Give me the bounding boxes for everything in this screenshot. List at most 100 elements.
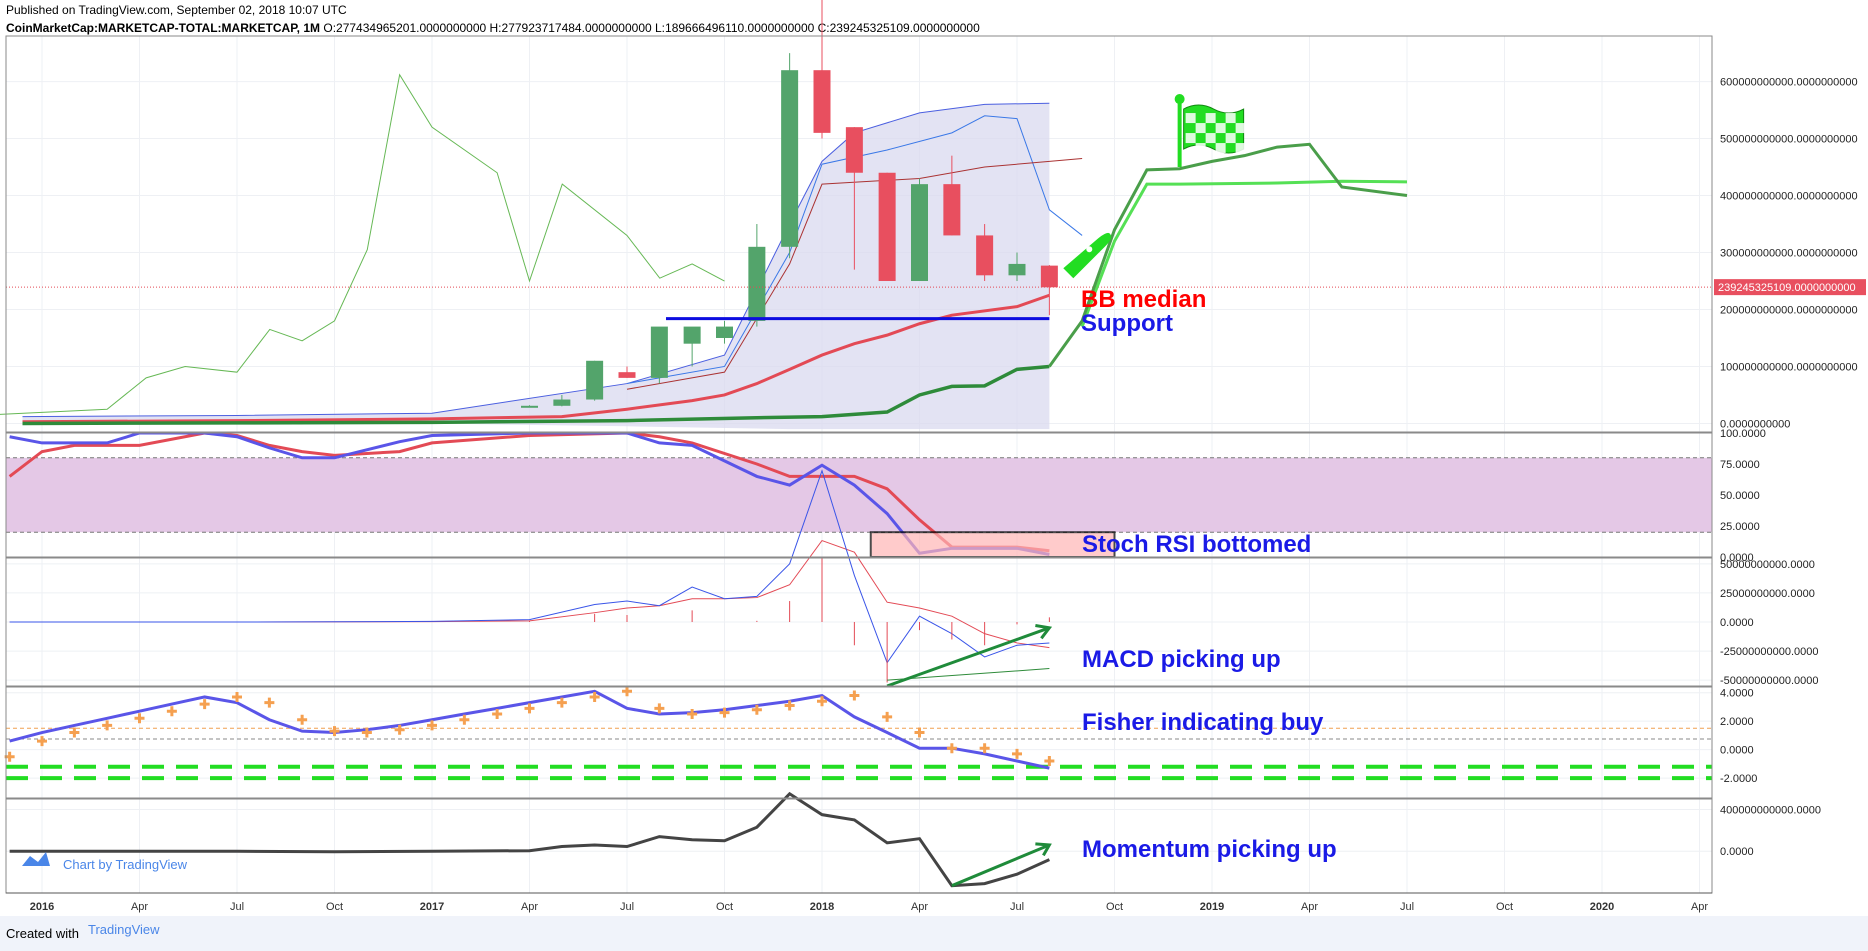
annotation-bb-median: BB median <box>1081 286 1206 313</box>
tradingview-logo-icon <box>22 852 50 866</box>
rocket-window <box>1086 246 1093 253</box>
x-tick-label: Oct <box>1106 901 1123 913</box>
flag-check <box>1205 133 1216 144</box>
ohlc-values: O:277434965201.0000000000 H:277923717484… <box>323 21 980 35</box>
x-tick-label: Jul <box>1010 901 1024 913</box>
flag-check <box>1195 123 1206 134</box>
candle-body <box>618 372 636 378</box>
fisher-trigger-marker <box>687 709 698 720</box>
y-tick-label: 300000000000.0000000000 <box>1720 248 1858 260</box>
footer-brand-link[interactable]: TradingView <box>88 922 160 937</box>
candle-body <box>943 184 961 236</box>
candle-body <box>1040 265 1058 288</box>
y-tick-label: 0.0000 <box>1720 617 1754 629</box>
x-tick-label: Apr <box>911 901 928 913</box>
y-tick-label: 25000000000.0000 <box>1720 588 1815 600</box>
x-tick-label: 2019 <box>1200 901 1224 913</box>
fisher-trigger-marker <box>492 709 503 720</box>
pane-border <box>5 432 1713 558</box>
fisher-trigger-marker <box>654 703 665 714</box>
fisher-trigger-marker <box>914 727 925 738</box>
candle-body <box>748 246 766 321</box>
y-tick-label: 4.0000 <box>1720 688 1754 700</box>
candle-body <box>716 326 733 338</box>
y-tick-label: 75.0000 <box>1720 459 1760 471</box>
watermark-text: Chart by TradingView <box>63 857 188 872</box>
candle-body <box>683 326 701 344</box>
green-overlay-line <box>0 73 725 415</box>
x-tick-label: Oct <box>1496 901 1513 913</box>
fisher-pane <box>4 686 1712 781</box>
y-tick-label: 0.0000000000 <box>1720 418 1790 430</box>
fisher-trigger-marker <box>394 724 405 735</box>
created-with-text: Created with <box>6 926 79 941</box>
annotation-support: Support <box>1081 310 1173 337</box>
chart-canvas[interactable]: 239245325109.0000000000 Chart by Trading… <box>0 0 1868 916</box>
x-tick-label: Apr <box>1301 901 1318 913</box>
y-tick-label: 500000000000.0000000000 <box>1720 134 1858 146</box>
y-tick-label: 0.0000 <box>1720 552 1754 564</box>
fisher-trigger-marker <box>589 691 600 702</box>
fisher-trigger-marker <box>264 697 275 708</box>
x-tick-label: Jul <box>1400 901 1414 913</box>
y-tick-label: 400000000000.0000 <box>1720 804 1821 816</box>
macd-signal-line <box>9 539 1050 649</box>
fisher-trigger-marker <box>979 743 990 754</box>
pane-border <box>5 557 1713 687</box>
pane-border <box>5 798 1713 894</box>
pane-border <box>5 35 1713 433</box>
price-pane: 239245325109.0000000000 <box>0 0 1866 430</box>
x-tick-label: 2017 <box>420 901 444 913</box>
flag-check <box>1205 113 1216 124</box>
macd-arrow-line <box>886 626 1050 688</box>
macd-pane <box>9 469 1053 688</box>
candle-body <box>976 235 994 276</box>
candle-body <box>781 70 799 247</box>
flag-check <box>1225 113 1236 124</box>
dark-red-indicator-line <box>626 158 1083 390</box>
pane-frames <box>5 35 1713 894</box>
y-tick-label: -50000000000.0000 <box>1720 675 1818 687</box>
momentum-arrow-line <box>951 843 1050 888</box>
stoch-d-line <box>8 431 1050 553</box>
momentum-arrow-head <box>1035 842 1052 857</box>
flag-check <box>1215 143 1226 154</box>
y-tick-label: 0.0000 <box>1720 745 1754 757</box>
candle-body <box>521 405 538 408</box>
flag-check <box>1225 133 1236 144</box>
x-tick-label: 2020 <box>1590 901 1614 913</box>
fisher-trigger-marker <box>329 726 340 737</box>
fisher-trigger-marker <box>166 706 177 717</box>
flag-check <box>1185 113 1196 124</box>
checkered-flag-icon <box>1183 104 1245 154</box>
fisher-trigger-marker <box>427 720 437 731</box>
fisher-trigger-marker <box>882 711 893 722</box>
fisher-trigger-marker <box>232 691 242 702</box>
footer-bar: Created with TradingView <box>0 916 1868 951</box>
y-tick-label: 0.0000 <box>1720 846 1754 858</box>
momentum-pane: Chart by TradingView <box>9 791 1052 888</box>
fisher-trigger-marker <box>784 700 795 711</box>
y-tick-label: 200000000000.0000000000 <box>1720 304 1858 316</box>
candle-body <box>553 399 571 406</box>
projection-line-dark <box>1048 142 1408 368</box>
x-tick-label: Apr <box>131 901 148 913</box>
momentum-line <box>9 791 1050 888</box>
bollinger-band-fill <box>22 103 1050 430</box>
x-tick-label: 2016 <box>30 901 54 913</box>
axis-labels: 2016 Apr Jul Oct 2017 Apr Jul Oct 2018 Apr Jul Oct 2… <box>30 77 1858 913</box>
fisher-trigger-marker <box>622 686 632 697</box>
fisher-trigger-marker <box>849 690 860 701</box>
stoch-band <box>6 457 1712 533</box>
y-tick-label: 50000000000.0000 <box>1720 559 1815 571</box>
fisher-trigger-marker <box>751 704 762 715</box>
fisher-trigger-marker <box>459 714 470 725</box>
x-tick-label: 2018 <box>810 901 834 913</box>
x-tick-label: Apr <box>1691 901 1708 913</box>
pane-border <box>5 686 1713 799</box>
x-tick-label: Jul <box>620 901 634 913</box>
fisher-line <box>9 689 1050 770</box>
flag-check <box>1195 143 1206 154</box>
fisher-trigger-marker <box>199 699 210 710</box>
